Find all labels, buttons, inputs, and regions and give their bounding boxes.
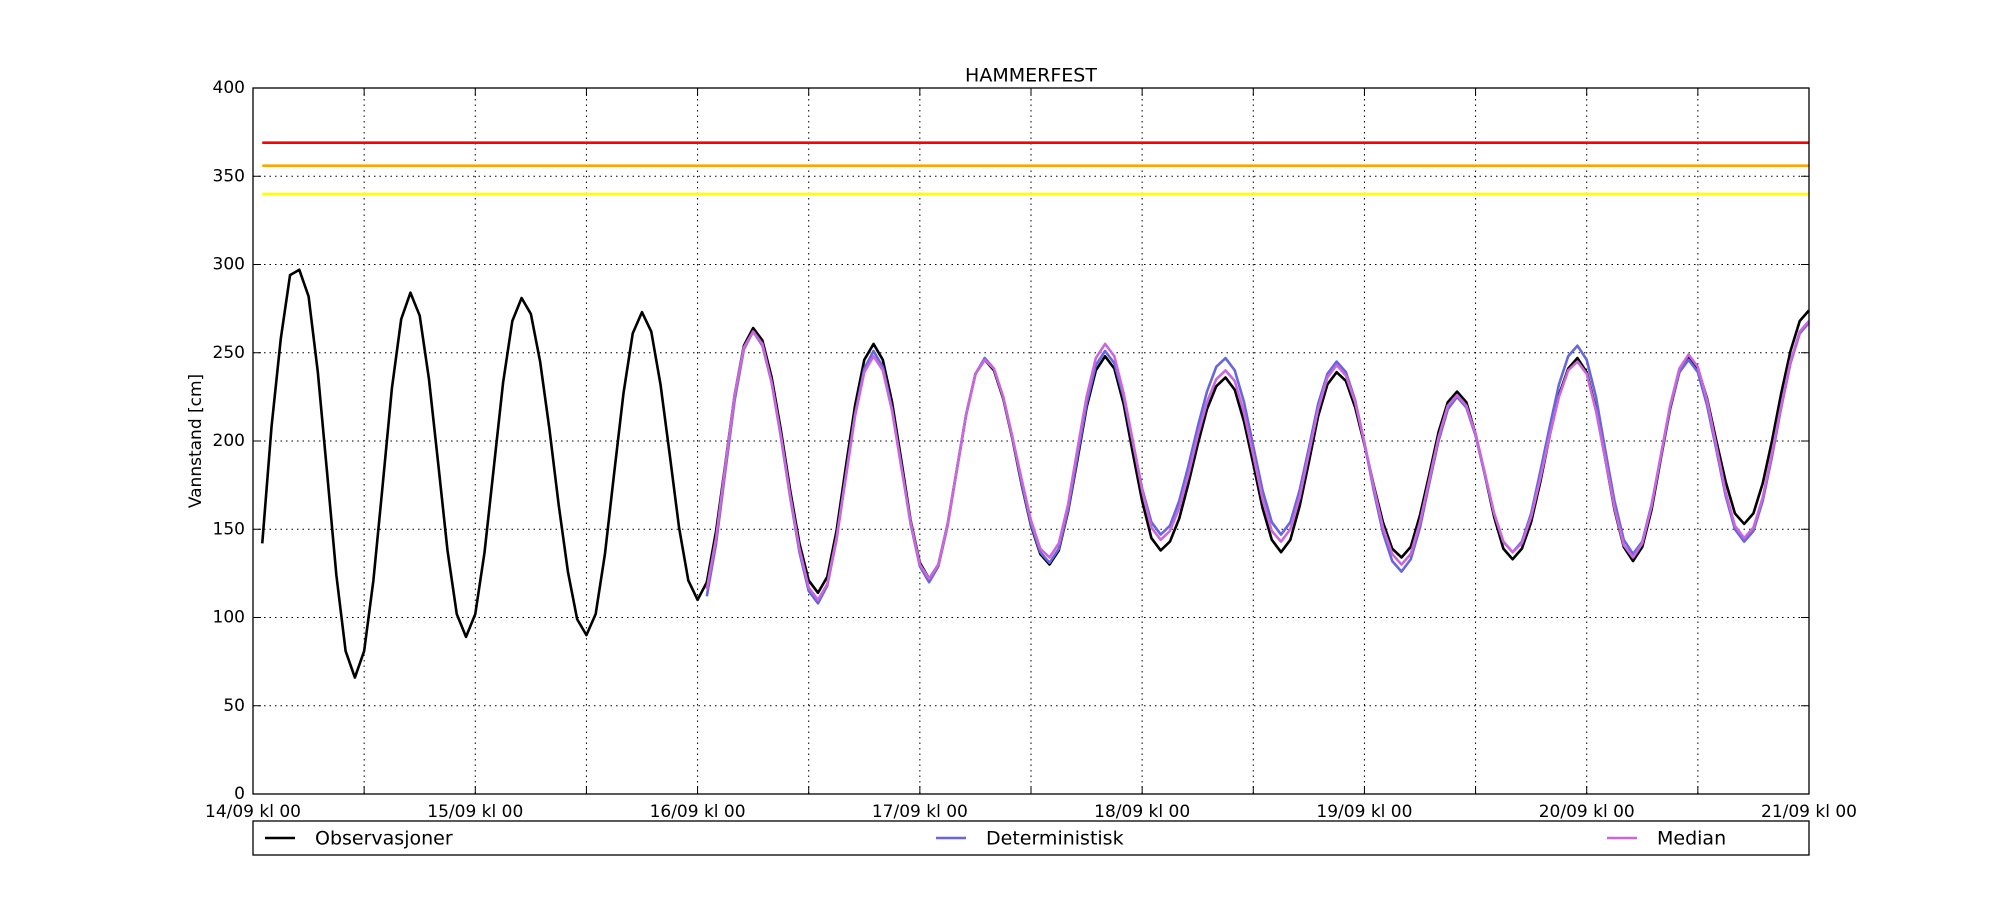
x-tick-label: 17/09 kl 00 xyxy=(872,802,968,822)
y-tick-label: 200 xyxy=(213,431,245,451)
x-tick-label: 14/09 kl 00 xyxy=(205,802,301,822)
chart-title: HAMMERFEST xyxy=(965,65,1097,87)
x-tick-label: 21/09 kl 00 xyxy=(1761,802,1857,822)
y-tick-label: 400 xyxy=(213,78,245,98)
legend-label: Median xyxy=(1657,828,1726,850)
legend-label: Deterministisk xyxy=(986,828,1124,850)
x-tick-label: 15/09 kl 00 xyxy=(427,802,523,822)
y-tick-label: 50 xyxy=(223,696,245,716)
plot-frame xyxy=(252,87,1810,795)
y-tick-label: 150 xyxy=(213,519,245,539)
x-tick-label: 20/09 kl 00 xyxy=(1539,802,1635,822)
legend-label: Observasjoner xyxy=(315,828,453,850)
series-line xyxy=(705,320,1810,602)
x-tick-label: 16/09 kl 00 xyxy=(650,802,746,822)
y-tick-label: 100 xyxy=(213,608,245,628)
legend-box xyxy=(252,820,1810,856)
y-axis-label: Vannstand [cm] xyxy=(186,374,206,508)
y-tick-label: 350 xyxy=(213,166,245,186)
y-tick-label: 300 xyxy=(213,255,245,275)
x-tick-label: 18/09 kl 00 xyxy=(1094,802,1190,822)
y-tick-label: 0 xyxy=(234,784,245,804)
x-tick-label: 19/09 kl 00 xyxy=(1316,802,1412,822)
y-tick-label: 250 xyxy=(213,343,245,363)
